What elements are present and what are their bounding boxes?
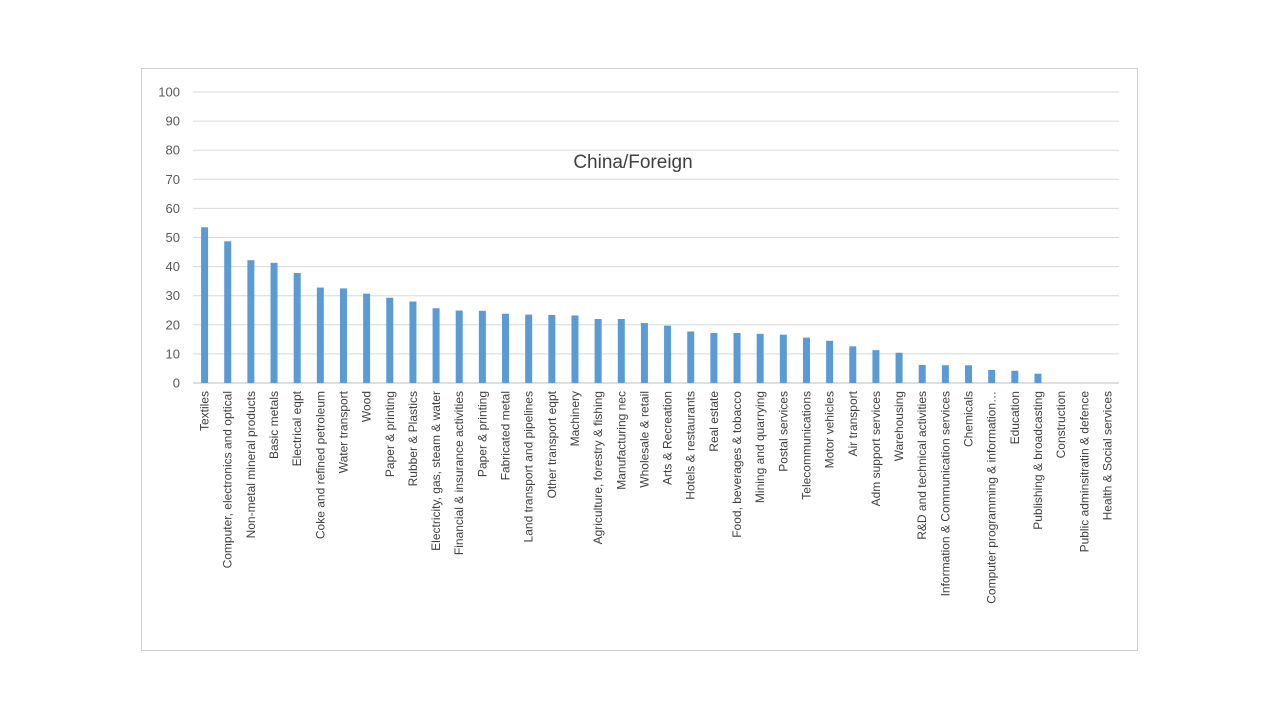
bar	[756, 333, 764, 383]
bar	[386, 297, 394, 383]
x-category-label: Air transport	[846, 390, 860, 456]
bar	[270, 262, 278, 383]
x-category-label: Hotels & restaurants	[684, 391, 698, 500]
bar	[571, 315, 579, 383]
bar	[293, 273, 301, 383]
y-tick-label: 30	[166, 288, 180, 303]
y-tick-label: 70	[166, 172, 180, 187]
bar	[687, 331, 695, 383]
bar	[965, 365, 973, 383]
bar	[1034, 373, 1042, 383]
bar	[455, 310, 463, 383]
x-category-label: Education	[1008, 391, 1022, 444]
chart-title: China/Foreign	[573, 152, 692, 173]
x-category-label: Chemicals	[962, 391, 976, 447]
x-category-label: Fabricated metal	[499, 391, 513, 480]
bar	[941, 365, 949, 383]
chart-frame: 0 10 20 30 40 50 60 70 80 90 100 Textiles Computer,…	[141, 68, 1138, 651]
bar	[664, 325, 672, 383]
bar	[849, 346, 857, 383]
y-tick-label: 60	[166, 201, 180, 216]
x-category-label: Agriculture, forestry & fishing	[591, 391, 605, 544]
y-tick-label: 100	[158, 85, 180, 100]
y-tick-label: 80	[166, 143, 180, 158]
x-category-label: Information & Communication services	[938, 391, 952, 596]
x-category-label: Motor vehicles	[823, 391, 837, 468]
x-category-label: Electricity, gas, steam & water	[429, 391, 443, 551]
x-category-label: Rubber & Plastics	[406, 391, 420, 486]
bar	[779, 334, 787, 383]
y-tick-label: 40	[166, 259, 180, 274]
x-category-label: Food, beverages & tobacco	[730, 391, 744, 538]
x-category-label: Paper & printing	[475, 391, 489, 477]
x-category-label: Mining and quarrying	[753, 391, 767, 503]
x-category-label: Computer programming & information…	[985, 391, 999, 604]
x-category-label: Public adminsitratin & defence	[1077, 391, 1091, 553]
bar	[525, 314, 533, 383]
bars	[201, 227, 1042, 383]
bar	[201, 227, 209, 383]
bar	[548, 314, 556, 383]
bar	[502, 313, 510, 383]
x-category-label: Basic metals	[267, 391, 281, 459]
bar	[640, 323, 648, 383]
x-category-label: Telecommunications	[799, 391, 813, 500]
y-axis-tick-labels: 0 10 20 30 40 50 60 70 80 90 100	[158, 85, 180, 391]
bar	[710, 332, 718, 383]
bar	[247, 260, 255, 383]
bar	[918, 364, 926, 383]
x-category-label: Health & Social services	[1100, 391, 1114, 520]
x-axis-category-labels: Textiles Computer, electronics and optica…	[198, 390, 1115, 603]
y-tick-label: 20	[166, 317, 180, 332]
bar-chart: 0 10 20 30 40 50 60 70 80 90 100 Textiles Computer,…	[158, 85, 1119, 604]
y-tick-label: 0	[173, 376, 180, 391]
x-category-label: Wood	[360, 391, 374, 422]
x-category-label: Land transport and pipelines	[522, 391, 536, 542]
bar	[224, 241, 232, 383]
x-category-label: Water transport	[336, 390, 350, 473]
x-category-label: Computer, electronics and optical	[221, 391, 235, 568]
x-category-label: Coke and refined petroleum	[313, 391, 327, 539]
x-category-label: Arts & Recreation	[661, 391, 675, 485]
bar	[826, 340, 834, 383]
bar	[316, 287, 324, 383]
x-category-label: Financial & insurance activities	[452, 391, 466, 555]
x-category-label: Paper & printing	[383, 391, 397, 477]
y-tick-label: 90	[166, 114, 180, 129]
x-category-label: Textiles	[198, 391, 212, 431]
x-category-label: Electrical eqpt	[290, 390, 304, 466]
bar	[802, 337, 810, 383]
bar	[594, 318, 602, 383]
x-category-label: R&D and technical activities	[915, 391, 929, 540]
bar	[988, 369, 996, 383]
x-category-label: Publishing & broadcasting	[1031, 391, 1045, 530]
x-category-label: Warehousing	[892, 391, 906, 461]
bar	[1011, 370, 1019, 383]
bar	[339, 288, 347, 383]
bar	[733, 332, 741, 383]
x-category-label: Wholesale & retail	[637, 391, 651, 488]
x-category-label: Real estate	[707, 391, 721, 452]
gridlines	[193, 91, 1119, 384]
x-category-label: Non-metal mineral products	[244, 391, 258, 538]
bar	[363, 293, 371, 383]
x-category-label: Construction	[1054, 391, 1068, 458]
x-category-label: Adm support services	[869, 391, 883, 506]
x-category-label: Other transport eqpt	[545, 390, 559, 498]
x-category-label: Postal services	[776, 391, 790, 472]
x-category-label: Machinery	[568, 391, 582, 446]
y-tick-label: 50	[166, 230, 180, 245]
bar	[478, 310, 486, 383]
bar	[432, 308, 440, 383]
y-tick-label: 10	[166, 346, 180, 361]
bar	[872, 350, 880, 383]
bar	[409, 301, 417, 383]
bar	[895, 352, 903, 383]
x-category-label: Manufacturing nec	[614, 391, 628, 490]
bar	[617, 318, 625, 383]
